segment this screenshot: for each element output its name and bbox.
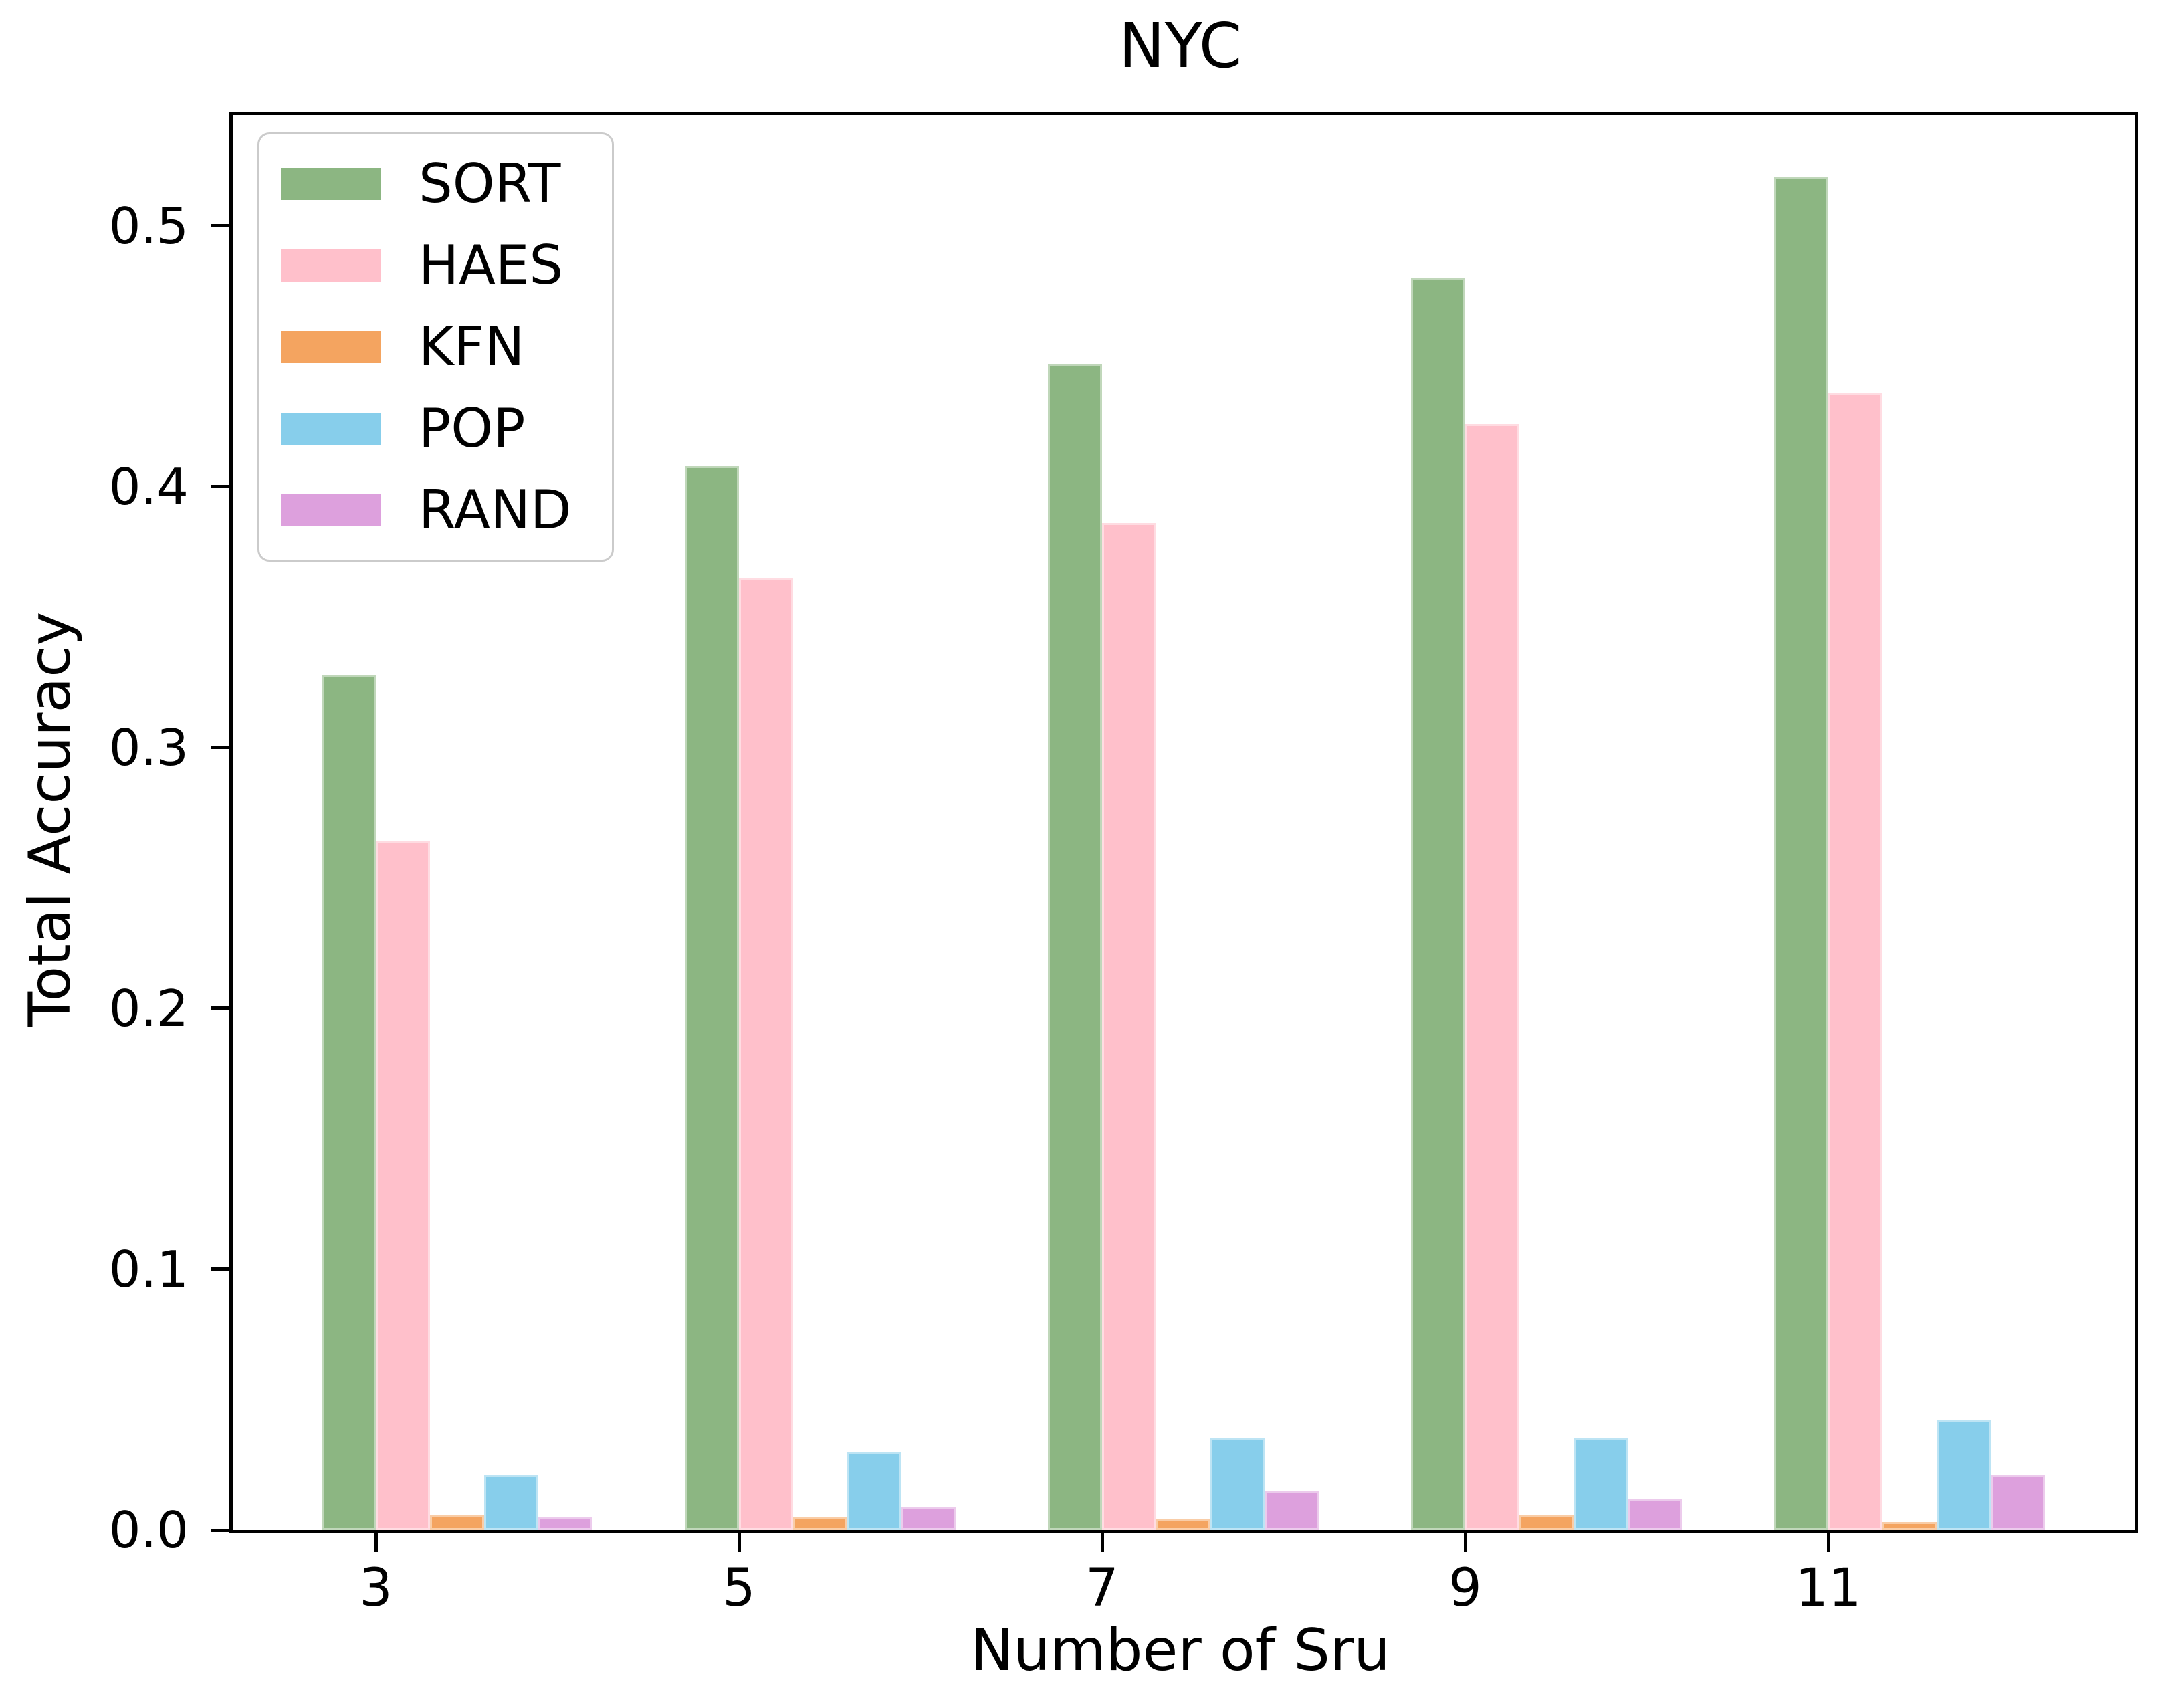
- y-tick-mark-0.5: [211, 224, 229, 228]
- x-tick-mark-11: [1826, 1533, 1830, 1552]
- bar-pop-9: [1574, 1438, 1628, 1530]
- y-tick-mark-0.3: [211, 746, 229, 750]
- legend: SORT HAES KFN POP RAND: [257, 132, 614, 562]
- bar-kfn-3: [430, 1515, 484, 1530]
- legend-label-kfn: KFN: [419, 316, 525, 378]
- y-tick-mark-0.1: [211, 1267, 229, 1271]
- plot-area: SORT HAES KFN POP RAND 0.0 0.1 0.2 0.3 0.4 0.5 3 5 7…: [109, 112, 2138, 1614]
- bar-pop-7: [1210, 1438, 1265, 1530]
- legend-label-sort: SORT: [419, 152, 561, 215]
- x-tick-mark-5: [737, 1533, 741, 1552]
- y-tick-mark-0.2: [211, 1006, 229, 1010]
- legend-row-pop: POP: [281, 402, 572, 455]
- legend-swatch-sort: [281, 168, 381, 200]
- bar-sort-5: [685, 466, 739, 1530]
- bar-pop-5: [847, 1452, 901, 1530]
- legend-swatch-haes: [281, 249, 381, 282]
- bar-sort-9: [1411, 278, 1465, 1530]
- legend-label-pop: POP: [419, 397, 526, 459]
- y-tick-label-0.5: 0.5: [108, 196, 189, 255]
- legend-swatch-pop: [281, 413, 381, 445]
- y-tick-mark-0.4: [211, 485, 229, 489]
- bar-pop-11: [1937, 1420, 1991, 1530]
- x-axis-label: Number of Sru: [970, 1617, 1390, 1684]
- bar-rand-3: [538, 1517, 592, 1530]
- bar-haes-7: [1102, 523, 1156, 1530]
- bar-rand-7: [1265, 1491, 1319, 1530]
- bar-haes-5: [739, 578, 793, 1530]
- legend-label-haes: HAES: [419, 234, 564, 296]
- chart-title: NYC: [1118, 10, 1242, 82]
- y-tick-label-0.2: 0.2: [108, 978, 189, 1038]
- bar-haes-9: [1465, 424, 1519, 1530]
- y-tick-label-0.3: 0.3: [108, 718, 189, 777]
- x-tick-mark-9: [1463, 1533, 1467, 1552]
- y-axis-label: Total Accuracy: [17, 611, 84, 1027]
- bar-rand-11: [1991, 1475, 2045, 1530]
- bar-rand-9: [1628, 1499, 1682, 1530]
- bar-haes-11: [1828, 393, 1882, 1530]
- bar-haes-3: [376, 841, 430, 1530]
- x-tick-label-9: 9: [1448, 1558, 1482, 1618]
- x-tick-label-7: 7: [1085, 1558, 1119, 1618]
- y-tick-mark-0.0: [211, 1528, 229, 1532]
- bar-kfn-7: [1156, 1519, 1210, 1530]
- x-tick-mark-3: [374, 1533, 378, 1552]
- x-tick-label-5: 5: [722, 1558, 756, 1618]
- legend-row-kfn: KFN: [281, 320, 572, 374]
- bar-kfn-5: [793, 1517, 847, 1530]
- x-tick-label-11: 11: [1795, 1558, 1862, 1618]
- bar-sort-11: [1774, 177, 1828, 1530]
- x-tick-label-3: 3: [359, 1558, 393, 1618]
- legend-label-rand: RAND: [419, 479, 572, 541]
- y-tick-label-0.1: 0.1: [108, 1239, 189, 1299]
- legend-row-haes: HAES: [281, 239, 572, 292]
- x-tick-mark-7: [1100, 1533, 1104, 1552]
- bar-kfn-11: [1882, 1522, 1937, 1530]
- bar-pop-3: [484, 1475, 538, 1530]
- legend-swatch-kfn: [281, 331, 381, 363]
- bar-sort-3: [322, 675, 376, 1530]
- bar-kfn-9: [1519, 1515, 1574, 1530]
- y-tick-label-0.0: 0.0: [108, 1501, 189, 1560]
- legend-row-rand: RAND: [281, 484, 572, 537]
- bar-rand-5: [901, 1507, 956, 1530]
- bar-sort-7: [1048, 364, 1102, 1530]
- y-tick-label-0.4: 0.4: [108, 457, 189, 516]
- legend-swatch-rand: [281, 494, 381, 526]
- legend-row-sort: SORT: [281, 157, 572, 211]
